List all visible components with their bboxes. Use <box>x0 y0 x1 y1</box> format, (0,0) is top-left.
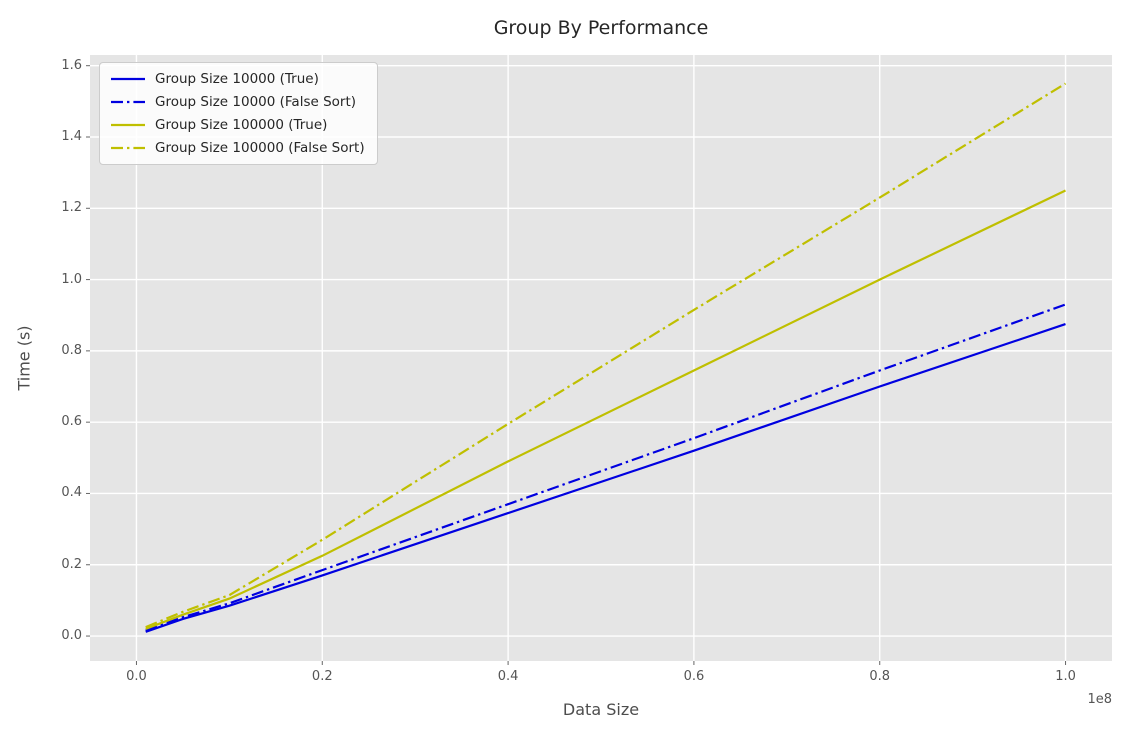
legend-entry: Group Size 100000 (False Sort) <box>110 140 365 156</box>
series-line <box>145 323 1066 633</box>
x-axis-label: Data Size <box>562 700 640 719</box>
x-tick-label: 0.4 <box>497 669 519 684</box>
legend-label: Group Size 10000 (False Sort) <box>155 94 357 110</box>
y-tick-label: 0.2 <box>61 556 82 572</box>
legend-entry: Group Size 10000 (False Sort) <box>110 94 365 110</box>
legend-label: Group Size 100000 (False Sort) <box>155 140 365 156</box>
series-line <box>145 303 1066 632</box>
x-tick-label: 1.0 <box>1055 669 1076 684</box>
y-axis-label: Time (s) <box>14 325 34 391</box>
legend-line-sample <box>111 100 145 104</box>
legend-line-sample <box>111 77 145 81</box>
legend-line-sample <box>111 146 145 150</box>
y-tick-label: 0.0 <box>61 628 82 644</box>
y-tick-label: 1.2 <box>61 200 82 216</box>
y-tick-label: 0.4 <box>61 485 82 501</box>
series-line <box>145 189 1066 630</box>
legend-label: Group Size 100000 (True) <box>155 117 328 133</box>
legend-label: Group Size 10000 (True) <box>155 71 319 87</box>
y-tick-label: 1.4 <box>61 128 82 144</box>
x-tick-label: 0.6 <box>683 669 705 684</box>
x-tick-label: 0.8 <box>869 669 891 684</box>
x-tick-label: 0.2 <box>311 669 333 684</box>
chart-title: Group By Performance <box>493 17 709 39</box>
x-axis-offset-label: 1e8 <box>1087 692 1112 707</box>
legend-entry: Group Size 100000 (True) <box>110 117 365 133</box>
series-line <box>145 82 1067 629</box>
y-tick-label: 0.6 <box>61 414 82 430</box>
legend: Group Size 10000 (True) Group Size 10000 … <box>99 62 378 165</box>
legend-entry: Group Size 10000 (True) <box>110 71 365 87</box>
y-tick-label: 0.8 <box>61 342 82 358</box>
x-tick-label: 0.0 <box>126 669 147 684</box>
y-tick-label: 1.0 <box>61 271 82 287</box>
legend-line-sample <box>111 123 145 127</box>
y-tick-label: 1.6 <box>61 57 82 73</box>
